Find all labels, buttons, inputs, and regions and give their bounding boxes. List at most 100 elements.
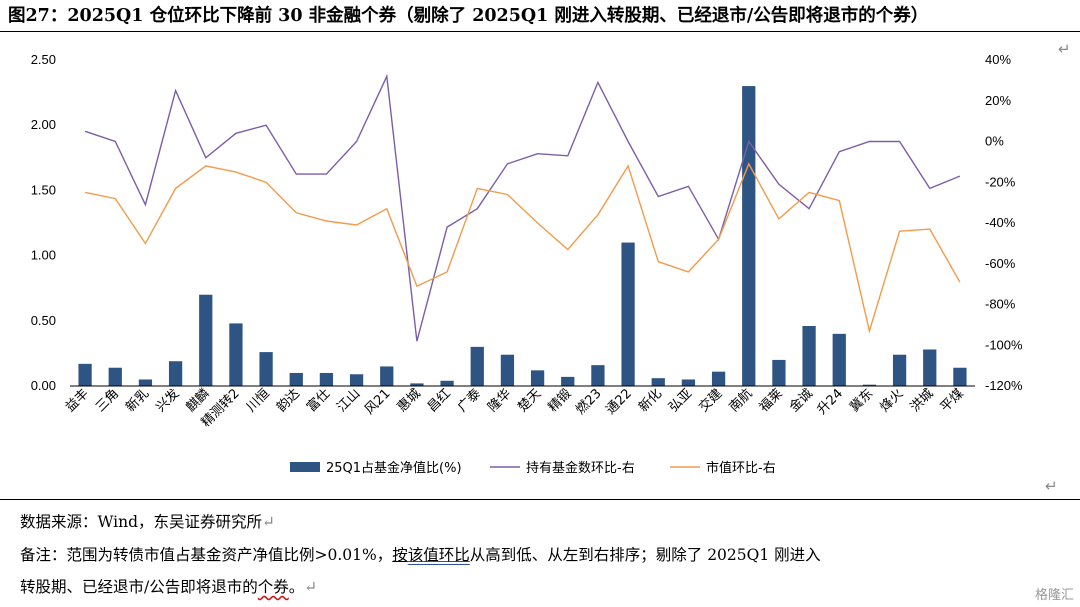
return-mark: ↵ (304, 578, 318, 596)
x-tick-label: 金诚 (786, 386, 816, 416)
x-tick-label: 韵达 (274, 386, 303, 415)
x-tick-label: 冀东 (847, 386, 877, 416)
bar-series (78, 86, 967, 386)
bar (380, 366, 394, 386)
y-left-tick-label: 1.50 (31, 182, 56, 197)
x-tick-label: 弘亚 (666, 386, 695, 415)
x-tick-label: 富仕 (304, 386, 334, 416)
bar (711, 371, 726, 386)
remark-line-2: 转股期、已经退市/公告即将退市的个券。↵ (20, 575, 317, 597)
bar (410, 383, 424, 386)
legend-label: 持有基金数环比-右 (526, 460, 635, 476)
remark-text: 。 (288, 578, 305, 596)
remark-text: 个券 (257, 578, 289, 596)
bar (470, 346, 484, 386)
x-tick-label: 川恒 (244, 386, 273, 415)
source-note: 数据来源：Wind，东吴证券研究所↵ (20, 510, 275, 532)
x-tick-label: 益丰 (63, 386, 92, 415)
line-1 (84, 73, 961, 342)
watermark-logo: 格隆汇 (1034, 588, 1074, 603)
remark-text: 从高到低、从左到右排序；剔除了 2025Q1 刚进入 (469, 546, 821, 564)
bar (892, 354, 907, 386)
x-tick-label: 风21 (362, 386, 393, 417)
bar (772, 359, 786, 386)
y-right-tick-label: -100% (985, 337, 1023, 352)
return-mark: ↵ (1045, 477, 1058, 495)
y-left-tick-label: 1.00 (31, 248, 56, 263)
remark-text: 该值环比 (407, 546, 470, 564)
y-right-tick-label: -80% (985, 297, 1016, 312)
line-series (84, 73, 961, 342)
remark-text: 转股期、已经退市/公告即将退市的 (20, 578, 258, 596)
legend-swatch (290, 462, 320, 472)
return-mark: ↵ (262, 513, 276, 531)
bar (349, 374, 364, 386)
return-mark: ↵ (1058, 40, 1071, 58)
bar (561, 376, 575, 386)
source-text: 数据来源：Wind，东吴证券研究所 (20, 513, 263, 531)
y-right-tick-label: 40% (985, 52, 1011, 67)
bar (78, 363, 92, 386)
remark-text: 备注：范围为转债市值占基金资产净值比例>0.01%， (20, 546, 393, 564)
remark-text: 按 (392, 546, 408, 564)
bar (923, 349, 937, 386)
legend: 25Q1占基金净值比(%) 持有基金数环比-右 市值环比-右 (290, 460, 776, 476)
x-tick-label: 隆华 (485, 386, 514, 415)
bar (832, 333, 846, 386)
y-right-tick-label: 20% (985, 93, 1011, 108)
x-tick-label: 燃23 (573, 386, 605, 418)
x-tick-label: 楚天 (515, 386, 544, 415)
bar (591, 365, 605, 386)
x-tick-label: 通22 (603, 386, 634, 417)
y-left-tick-label: 2.00 (31, 117, 56, 132)
bar (530, 370, 545, 386)
y-right-tick-label: -60% (985, 256, 1016, 271)
chart-rule (0, 499, 1080, 500)
x-tick-label: 江山 (334, 386, 363, 415)
y-right-tick-label: 0% (985, 134, 1004, 149)
page-title: 图27：2025Q1 仓位环比下降前 30 非金融个券（剔除了 2025Q1 刚… (8, 6, 929, 26)
y-right-tick-label: -20% (985, 174, 1016, 189)
y-right-tick-label: -40% (985, 215, 1016, 230)
x-tick-label: 升24 (815, 386, 846, 417)
chart: 0.00 0.50 1.00 1.50 2.00 2.50 -120% -100% -80% -6… (31, 52, 1023, 476)
x-tick-label: 新乳 (123, 386, 153, 416)
x-tick-label: 兴发 (153, 386, 183, 416)
bar (229, 323, 243, 386)
bar (259, 352, 273, 386)
x-tick-label: 广泰 (455, 386, 484, 415)
y-right-tick-label: -120% (985, 378, 1023, 393)
bar (500, 354, 515, 386)
x-tick-label: 新化 (635, 386, 665, 416)
bar (319, 372, 334, 386)
x-tick-label: 精锻 (546, 386, 575, 415)
y-left-tick-label: 2.50 (31, 52, 56, 67)
bar (862, 384, 877, 386)
line-2 (84, 162, 961, 334)
title-rule (0, 31, 1080, 32)
bar (138, 379, 153, 386)
bar (440, 380, 454, 386)
x-tick-label: 昌红 (424, 386, 454, 416)
x-tick-label: 惠城 (395, 386, 424, 415)
bar (168, 361, 183, 386)
legend-label: 市值环比-右 (706, 460, 776, 476)
bar (108, 367, 122, 386)
bar (621, 242, 635, 386)
bar (681, 379, 696, 386)
bar (742, 86, 756, 386)
remark-line-1: 备注：范围为转债市值占基金资产净值比例>0.01%，按该值环比从高到低、从左到右… (20, 543, 821, 565)
bar (289, 372, 303, 386)
x-tick-label: 福莱 (757, 386, 786, 415)
bar (953, 367, 967, 386)
bar (199, 294, 213, 386)
bar (802, 326, 816, 386)
x-tick-label: 三角 (93, 386, 122, 415)
bar (651, 378, 665, 386)
x-tick-label: 南航 (726, 386, 756, 416)
x-tick-label: 洪城 (908, 386, 937, 415)
y-left-tick-label: 0.50 (31, 313, 56, 328)
legend-label: 25Q1占基金净值比(%) (326, 460, 462, 476)
x-tick-label: 烽火 (877, 386, 906, 415)
x-tick-label: 交建 (696, 386, 726, 416)
